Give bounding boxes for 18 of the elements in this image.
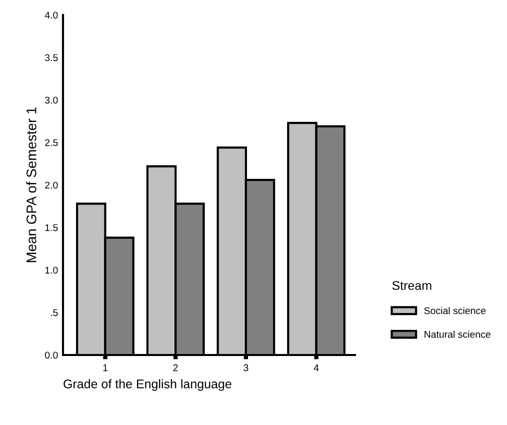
y-axis-title: Mean GPA of Semester 1	[26, 107, 36, 262]
y-tick-label: .5	[50, 309, 58, 316]
y-tick-label: 1.5	[45, 224, 58, 232]
x-tick-label: 1	[103, 364, 108, 372]
y-tick-label: 3.0	[44, 96, 58, 104]
y-tick-label: 0.0	[45, 352, 58, 359]
legend-label: Natural science	[424, 330, 490, 338]
y-tick-label: 2.5	[45, 139, 58, 146]
y-tick-label: 2.0	[45, 182, 58, 189]
y-tick-label: 3.5	[44, 54, 58, 62]
x-tick-label: 4	[314, 364, 319, 372]
legend-label: Social science	[424, 306, 486, 314]
y-tick-label: 4.0	[44, 12, 58, 19]
x-axis-title: Grade of the English language	[64, 379, 232, 391]
y-tick-label: 1.0	[45, 266, 58, 274]
legend-title: Stream	[392, 281, 432, 290]
x-tick-label: 3	[244, 364, 248, 372]
x-tick-label: 2	[173, 364, 178, 372]
